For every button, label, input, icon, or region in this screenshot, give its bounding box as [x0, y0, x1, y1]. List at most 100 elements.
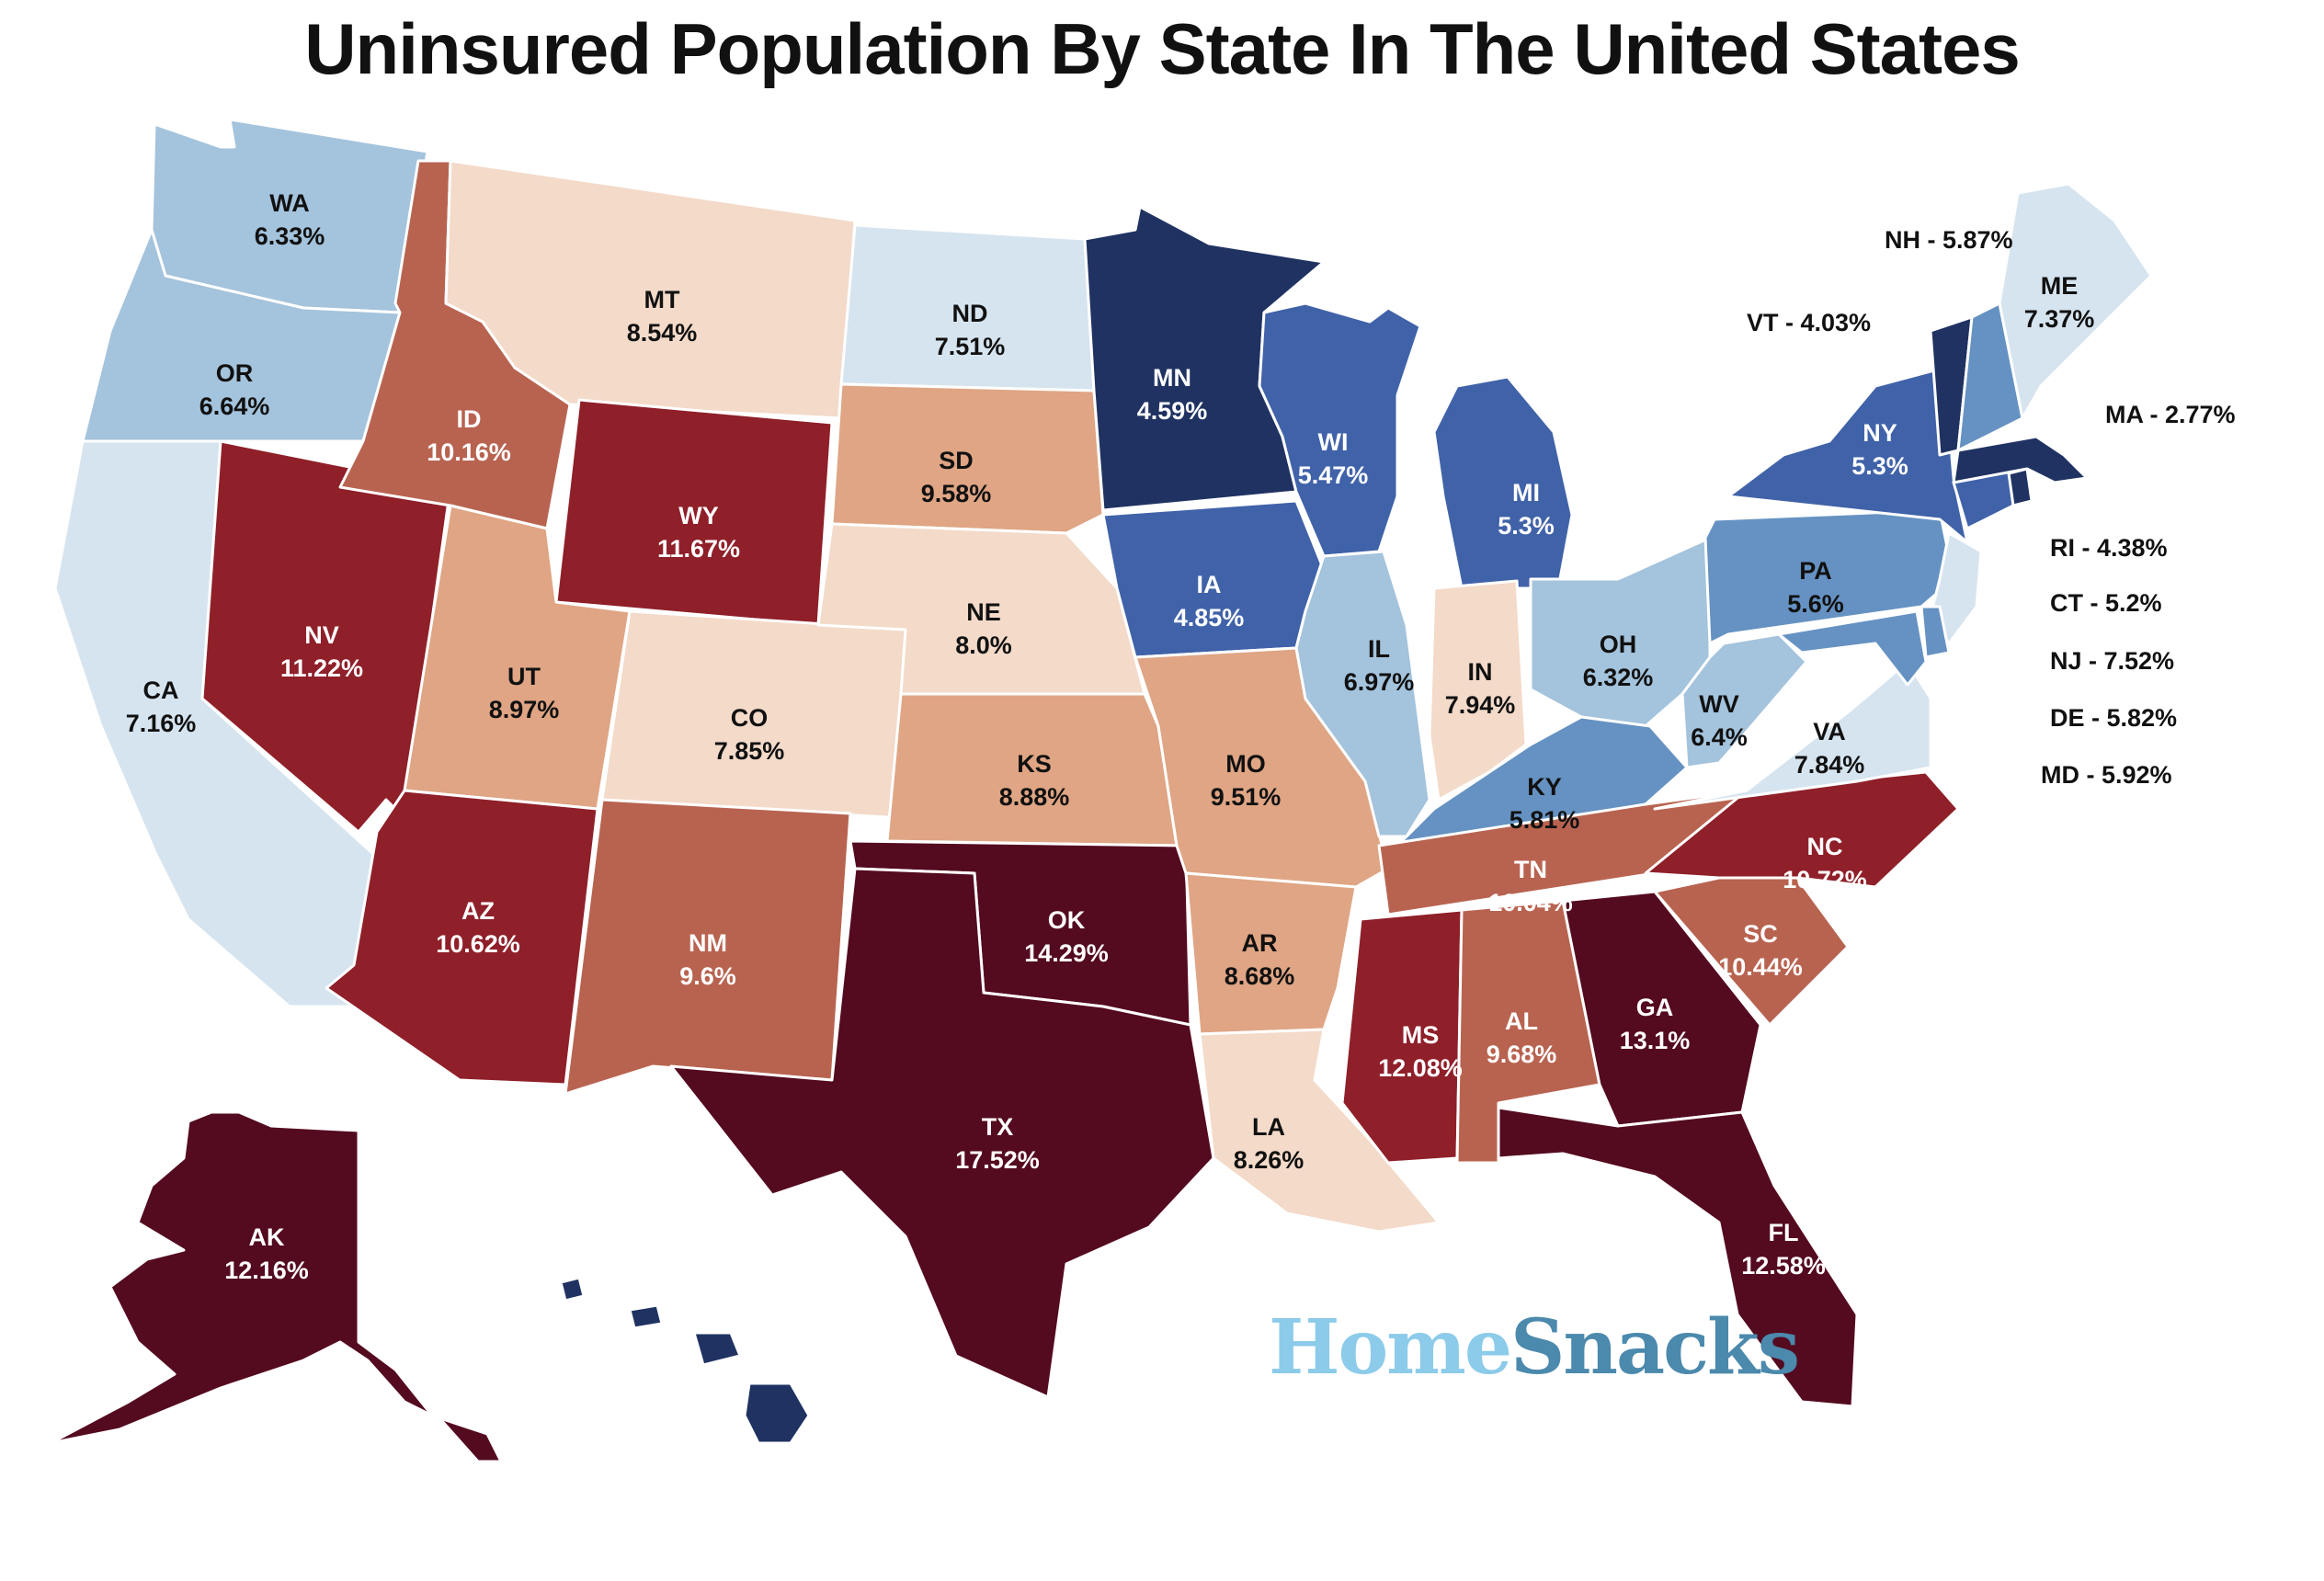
state-label-oh: OH — [1600, 631, 1637, 658]
state-value-ar: 8.68% — [1225, 962, 1295, 990]
state-value-va: 7.84% — [1794, 751, 1865, 779]
state-value-mt: 8.54% — [627, 319, 698, 347]
state-value-az: 10.62% — [436, 930, 520, 958]
state-label-ar: AR — [1242, 929, 1278, 957]
state-value-id: 10.16% — [427, 438, 511, 466]
state-label-me: ME — [2041, 272, 2079, 300]
state-label-az: AZ — [461, 897, 495, 925]
state-label-mo: MO — [1225, 750, 1266, 778]
state-value-wv: 6.4% — [1691, 723, 1748, 751]
state-value-co: 7.85% — [714, 737, 785, 765]
state-value-tn: 10.04% — [1488, 889, 1573, 916]
state-ma — [1952, 435, 2089, 484]
states-layer — [49, 118, 2153, 1463]
state-label-nv: NV — [304, 621, 339, 649]
state-value-hi: 3.99% — [834, 1427, 905, 1454]
callout-label: VT - 4.03% — [1747, 309, 1871, 336]
state-value-ne: 8.0% — [955, 631, 1012, 659]
state-label-pa: PA — [1799, 557, 1832, 585]
state-value-nm: 9.6% — [679, 962, 736, 990]
state-label-ia: IA — [1197, 571, 1222, 598]
state-va — [1653, 660, 1932, 811]
state-la — [1198, 1028, 1441, 1234]
state-value-wa: 6.33% — [255, 222, 325, 250]
state-label-co: CO — [731, 704, 769, 732]
callout-label: CT - 5.2% — [2050, 589, 2162, 617]
state-sd — [830, 382, 1105, 535]
state-ak — [49, 1110, 503, 1463]
state-value-mo: 9.51% — [1211, 783, 1282, 811]
state-label-ok: OK — [1048, 906, 1086, 934]
state-label-nc: NC — [1807, 833, 1843, 860]
callout-label: MD - 5.92% — [2041, 761, 2172, 789]
state-value-in: 7.94% — [1445, 691, 1516, 719]
state-label-al: AL — [1505, 1007, 1538, 1035]
state-value-sd: 9.58% — [921, 480, 992, 507]
state-mi — [1432, 375, 1574, 590]
state-value-tx: 17.52% — [955, 1146, 1040, 1174]
state-label-tx: TX — [982, 1113, 1014, 1141]
state-value-me: 7.37% — [2024, 305, 2095, 333]
state-sc — [1653, 876, 1850, 1027]
state-value-wi: 5.47% — [1298, 461, 1369, 489]
state-value-ms: 12.08% — [1378, 1054, 1463, 1082]
state-label-ut: UT — [507, 663, 541, 690]
state-value-ok: 14.29% — [1024, 939, 1109, 967]
state-value-oh: 6.32% — [1583, 664, 1654, 691]
state-value-la: 8.26% — [1234, 1146, 1304, 1174]
state-label-nd: ND — [952, 300, 988, 327]
state-value-fl: 12.58% — [1741, 1252, 1826, 1280]
state-value-ak: 12.16% — [224, 1257, 309, 1284]
state-label-in: IN — [1468, 658, 1493, 686]
callout-label: NJ - 7.52% — [2050, 647, 2174, 675]
state-hi — [559, 1276, 811, 1445]
state-value-ia: 4.85% — [1174, 604, 1245, 631]
state-label-ne: NE — [966, 598, 1001, 626]
state-label-ks: KS — [1017, 750, 1052, 778]
callout-label: NH - 5.87% — [1885, 226, 2013, 254]
state-label-ca: CA — [143, 677, 179, 704]
state-label-sc: SC — [1743, 920, 1778, 948]
state-me — [1998, 182, 2153, 420]
state-value-ga: 13.1% — [1620, 1027, 1691, 1054]
state-label-mn: MN — [1153, 364, 1191, 392]
state-value-ky: 5.81% — [1509, 806, 1580, 834]
state-label-va: VA — [1813, 718, 1846, 745]
state-value-ny: 5.3% — [1851, 452, 1908, 480]
state-value-nc: 10.72% — [1783, 866, 1867, 893]
state-label-il: IL — [1368, 635, 1390, 663]
state-value-nd: 7.51% — [935, 333, 1006, 360]
state-label-sd: SD — [939, 447, 974, 474]
state-value-wy: 11.67% — [657, 535, 740, 563]
state-label-la: LA — [1252, 1113, 1285, 1141]
callout-label: DE - 5.82% — [2050, 704, 2177, 732]
state-label-wv: WV — [1699, 690, 1739, 718]
state-md — [1777, 609, 1928, 687]
state-label-wi: WI — [1318, 428, 1349, 456]
state-label-id: ID — [457, 405, 482, 433]
state-value-sc: 10.44% — [1718, 953, 1803, 981]
state-label-wa: WA — [269, 189, 310, 217]
state-ri — [2007, 467, 2034, 507]
state-label-ny: NY — [1863, 419, 1897, 447]
state-il — [1294, 550, 1431, 838]
state-label-ky: KY — [1527, 773, 1562, 801]
state-label-fl: FL — [1769, 1219, 1799, 1246]
state-value-mi: 5.3% — [1498, 512, 1555, 540]
state-label-tn: TN — [1514, 856, 1547, 883]
state-label-hi: HI — [857, 1393, 882, 1421]
callouts-layer: NH - 5.87% VT - 4.03% MA - 2.77% RI - 4.38%… — [1747, 226, 2236, 789]
state-nj — [1929, 531, 1983, 645]
homesnacks-logo: HomeSnacks — [1269, 1303, 1800, 1392]
state-az — [325, 789, 599, 1086]
state-value-ca: 7.16% — [126, 710, 197, 737]
state-label-ga: GA — [1636, 994, 1674, 1021]
labels-layer: WA 6.33% OR 6.64% CA 7.16% NV 11.22% ID 10.16% MT 8… — [126, 189, 2095, 1454]
state-label-or: OR — [216, 359, 254, 387]
state-label-ms: MS — [1402, 1021, 1440, 1049]
state-value-mn: 4.59% — [1137, 397, 1208, 425]
state-ar — [1184, 871, 1358, 1036]
state-value-ut: 8.97% — [489, 696, 560, 723]
state-fl — [1497, 1106, 1859, 1408]
